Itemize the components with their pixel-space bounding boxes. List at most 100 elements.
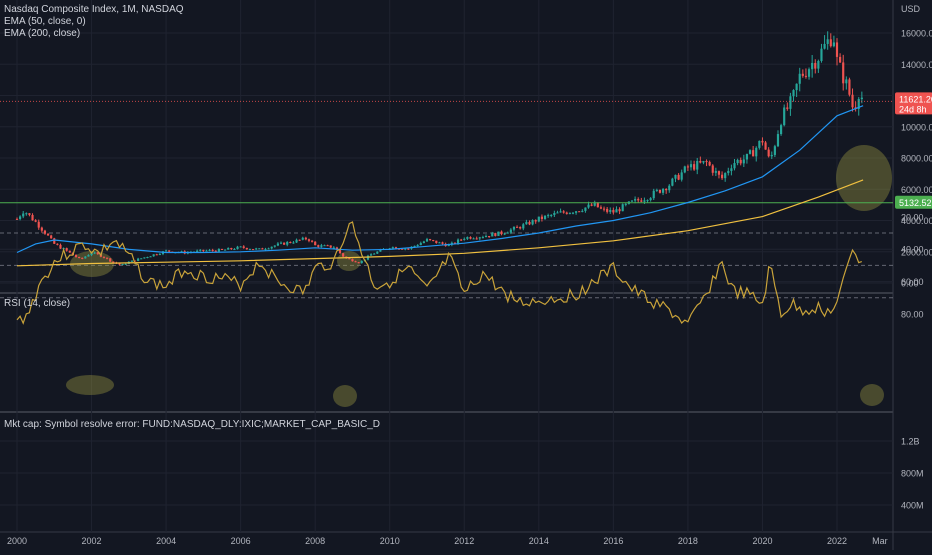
candle-body (621, 204, 624, 212)
candle-body (143, 257, 146, 259)
candle-body (323, 245, 326, 247)
candle-body (317, 245, 320, 247)
candle-body (845, 79, 848, 84)
candle-body (612, 210, 615, 213)
candle-body (748, 150, 752, 154)
currency-label: USD (901, 4, 921, 14)
candle-body (391, 247, 394, 249)
time-axis-label: 2000 (7, 536, 27, 546)
candle-body (112, 261, 115, 263)
candle-body (50, 235, 53, 239)
candle-body (652, 190, 655, 199)
candle-body (562, 211, 565, 213)
candle-body (413, 245, 416, 247)
candle-body (196, 250, 199, 252)
candle-body (379, 249, 382, 252)
ema200-line (16, 179, 864, 267)
candle-body (84, 256, 87, 259)
candle-body (630, 200, 634, 202)
candle-body (540, 216, 544, 219)
candle-body (376, 251, 379, 254)
candle-body (199, 249, 202, 251)
candle-body (416, 245, 419, 247)
candle-body (68, 250, 71, 253)
highlight-circle (337, 251, 361, 271)
price-tick-label: 16000.00 (901, 29, 932, 39)
candle-body (40, 227, 43, 231)
highlight-circle (836, 145, 892, 211)
candle-body (755, 147, 758, 157)
candle-body (251, 249, 255, 251)
candle-body (130, 260, 134, 262)
candle-body (522, 224, 525, 229)
candle-body (634, 199, 637, 201)
candle-body (460, 239, 463, 241)
candle-body (31, 214, 34, 221)
candle-body (419, 243, 422, 246)
candle-body (839, 56, 842, 63)
candle-body (581, 210, 584, 212)
candle-body (137, 258, 140, 261)
candle-body (503, 233, 506, 235)
candle-body (310, 240, 314, 242)
candle-body (155, 254, 158, 256)
candle-body (357, 262, 360, 264)
candle-body (550, 214, 553, 216)
candle-body (668, 185, 671, 191)
candle-body (401, 248, 404, 250)
candle-body (584, 207, 587, 211)
candle-body (488, 235, 491, 237)
candle-body (578, 211, 581, 213)
candle-body (255, 248, 258, 250)
candle-body (217, 249, 220, 252)
candle-body (289, 241, 292, 243)
candle-body (528, 221, 531, 225)
candle-body (304, 237, 307, 240)
rsi-bands (0, 232, 893, 299)
highlight-circle (333, 385, 357, 407)
time-axis-label: 2020 (752, 536, 772, 546)
candle-body (245, 247, 248, 250)
time-axis-label: 2018 (678, 536, 698, 546)
candle-body (105, 257, 109, 259)
candle-body (326, 245, 329, 247)
candle-body (764, 142, 767, 150)
candle-body (59, 244, 62, 249)
candle-body (93, 252, 96, 254)
candle-body (739, 159, 742, 164)
candle-body (792, 90, 795, 97)
candle-body (730, 168, 733, 171)
candle-body (609, 210, 612, 212)
level-label: 5132.52 (899, 198, 932, 208)
candle-body (727, 170, 730, 174)
price-tick-label: 10000.00 (901, 122, 932, 132)
candle-body (556, 212, 559, 214)
ema50-legend: EMA (50, close, 0) (4, 16, 86, 27)
candle-body (783, 107, 786, 126)
candle-body (795, 83, 798, 91)
candle-body (724, 173, 727, 179)
candle-body (441, 242, 444, 244)
candle-body (261, 248, 264, 250)
candle-body (571, 212, 575, 214)
candle-body (270, 246, 273, 249)
candle-body (74, 254, 78, 258)
candle-body (273, 245, 276, 247)
candle-body (745, 153, 749, 160)
rsi-legend: RSI (14, close) (4, 298, 71, 309)
candle-body (826, 39, 829, 44)
candle-body (87, 255, 90, 257)
candle-body (124, 263, 127, 265)
candle-body (168, 250, 171, 252)
candle-body (811, 62, 814, 70)
candle-body (239, 246, 242, 248)
candle-body (683, 166, 686, 173)
candle-body (696, 160, 699, 170)
candle-body (28, 213, 31, 215)
candle-body (202, 249, 205, 251)
candle-body (224, 249, 227, 251)
candle-body (149, 256, 152, 258)
candle-body (422, 241, 425, 244)
